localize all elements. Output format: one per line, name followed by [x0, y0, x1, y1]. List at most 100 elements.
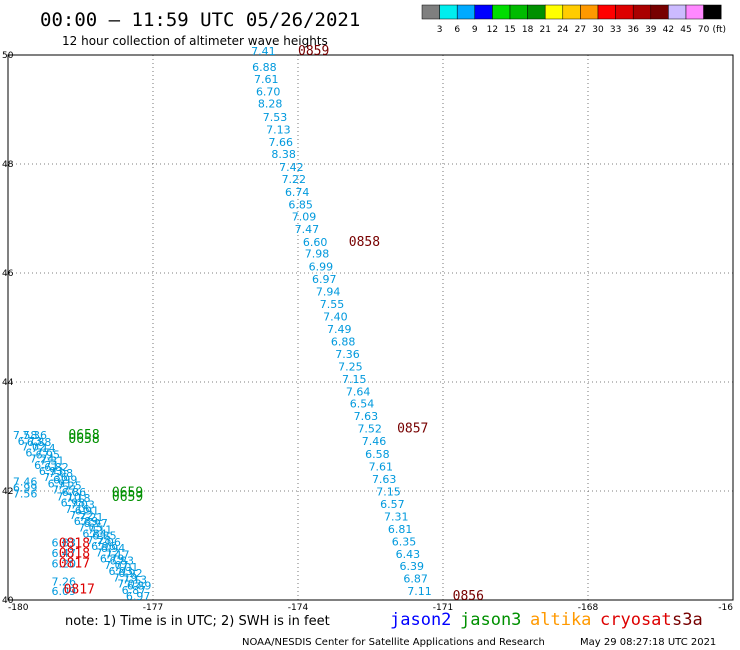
legend-swatch	[650, 4, 669, 20]
swh-value-label: 7.63	[354, 410, 379, 423]
legend-tick-label: 24	[557, 25, 569, 35]
swh-value-label: 7.36	[43, 471, 68, 484]
swh-value-label: 8.28	[258, 97, 283, 110]
swh-value-label: 7.16	[65, 503, 90, 516]
swh-value-label: 6.83	[110, 555, 135, 568]
swh-value-label: 7.36	[23, 429, 48, 442]
swh-value-label: 7.94	[316, 285, 341, 298]
swh-value-label: 7.66	[269, 136, 294, 149]
legend-tick-label: 42	[663, 25, 674, 35]
credit-line: NOAA/NESDIS Center for Satellite Applica…	[242, 637, 545, 648]
x-tick-label: -177	[143, 603, 163, 613]
x-tick-label: -180	[8, 603, 29, 613]
legend-tick-label: 6	[454, 25, 460, 35]
swh-value-label: 6.87	[403, 573, 428, 586]
data-points: 7.416.887.616.708.287.537.137.668.387.42…	[13, 45, 432, 603]
swh-value-label: 6.97	[83, 517, 108, 530]
swh-value-label: 6.85	[288, 199, 313, 212]
swh-value-label: 7.31	[40, 454, 65, 467]
swh-value-label: 7.26	[52, 575, 77, 588]
swh-value-label: 6.93	[109, 565, 133, 578]
swh-value-label: 6.92	[118, 567, 143, 580]
plot-frame	[7, 54, 734, 601]
swh-value-label: 6.91	[48, 478, 72, 491]
swh-value-label: 6.39	[400, 560, 425, 573]
swh-value-label: 7.13	[266, 123, 291, 136]
time-label: 0659	[112, 485, 143, 500]
legend-unit: (ft)	[712, 25, 726, 35]
swh-value-label: 7.22	[282, 173, 307, 186]
swh-value-label: 6.60	[303, 236, 328, 249]
swh-value-label: 6.93	[39, 465, 64, 478]
swh-value-label: 7.18	[66, 492, 91, 505]
legend-tick-label: 70	[698, 25, 710, 35]
swh-value-label: 6.70	[256, 85, 281, 98]
swh-value-label: 7.03	[70, 498, 95, 511]
swh-value-label: 6.57	[380, 498, 405, 511]
swh-value-label: 6.79	[100, 552, 125, 565]
swh-value-label: 7.06	[96, 536, 121, 549]
generated-timestamp: May 29 08:27:18 UTC 2021	[580, 637, 716, 648]
legend-swatch	[492, 4, 511, 20]
legend-tick-label: 9	[472, 25, 478, 35]
color-scale-legend: 3 6 9 12 15 18 21 24 27 30 33 36 39 42 45 70	[421, 4, 722, 35]
swh-value-label: 6.99	[53, 473, 77, 486]
x-tick-label: -168	[578, 603, 599, 613]
time-label: 0659	[112, 490, 143, 505]
swh-value-label: 6.58	[365, 448, 390, 461]
legend-swatch	[703, 4, 722, 20]
swh-value-label: 6.82	[44, 461, 69, 474]
legend-swatch	[615, 4, 634, 20]
time-label: 0658	[68, 428, 99, 443]
swh-value-label: 7.64	[346, 386, 371, 399]
swh-value-label: 6.88	[252, 61, 276, 74]
time-label: 0856	[453, 589, 484, 604]
legend-tick-label: 3	[437, 25, 443, 35]
swh-value-label: 6.98	[61, 496, 86, 509]
swh-value-label: 7.41	[251, 45, 276, 58]
x-tick-label: -174	[288, 603, 309, 613]
swh-value-label: 7.36	[335, 348, 360, 361]
x-tick-label: -171	[433, 603, 453, 613]
swh-value-label: 7.53	[263, 111, 288, 124]
swh-value-label: 7.05	[78, 521, 103, 534]
swh-value-label: 7.98	[305, 248, 330, 261]
y-tick-label: 50	[2, 51, 14, 61]
swh-value-label: 7.21	[79, 511, 104, 524]
swh-value-label: 7.25	[57, 479, 82, 492]
swh-value-label: 6.88	[27, 436, 51, 449]
legend-swatch	[632, 4, 652, 20]
swh-value-label: 7.24	[30, 453, 55, 466]
swh-value-label: 7.52	[357, 423, 382, 436]
swh-value-label: 6.20	[52, 557, 77, 570]
swh-value-label: 6.86	[62, 486, 87, 499]
time-label: 0817	[64, 582, 95, 597]
swh-value-label: 6.91	[75, 504, 100, 517]
swh-value-label: 6.83	[52, 537, 77, 550]
swh-value-label: 6.47	[52, 547, 77, 560]
swh-value-label: 7.28	[87, 534, 112, 547]
swh-value-label: 7.58	[13, 429, 38, 442]
time-label: 0859	[298, 44, 329, 59]
legend-tick-label: 45	[680, 25, 691, 35]
time-label: 0858	[349, 235, 380, 250]
legend-swatch	[439, 4, 458, 20]
y-tick-label: 46	[2, 269, 14, 279]
legend-swatch	[685, 4, 704, 20]
swh-value-label: 7.46	[13, 476, 38, 489]
swh-value-label: 6.96	[91, 540, 116, 553]
legend-swatch	[456, 4, 476, 20]
mission-legend: jason2 jason3 altika cryosat s3a	[390, 610, 703, 630]
swh-value-label: 6.97	[126, 590, 151, 603]
legend-swatch	[527, 4, 546, 20]
swh-value-label: 7.42	[279, 161, 304, 174]
legend-tick-label: 21	[539, 25, 550, 35]
mission-label-jason3: jason3	[460, 610, 521, 630]
swh-value-label: 7.15	[342, 373, 367, 386]
swh-value-label: 6.43	[396, 548, 421, 561]
swh-value-label: 6.99	[13, 482, 38, 495]
mission-label-s3a: s3a	[672, 610, 703, 630]
swh-value-label: 6.77	[25, 447, 50, 460]
